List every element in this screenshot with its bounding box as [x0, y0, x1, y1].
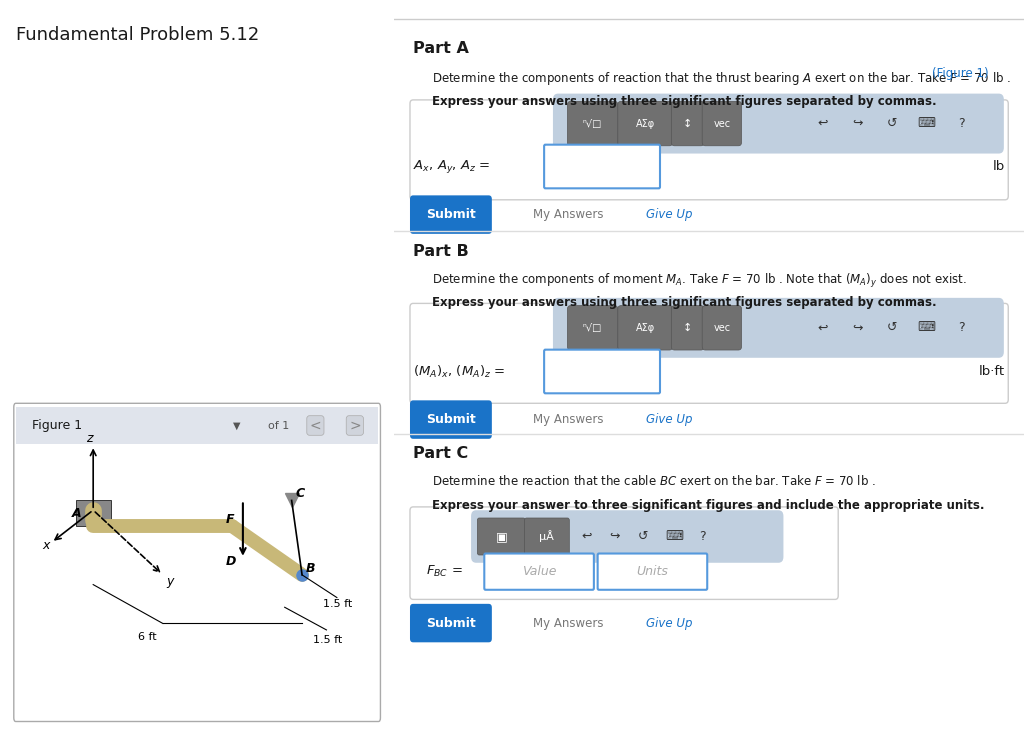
FancyBboxPatch shape	[553, 297, 1004, 357]
Text: Express your answer to three significant figures and include the appropriate uni: Express your answer to three significant…	[432, 499, 984, 512]
FancyBboxPatch shape	[672, 306, 705, 350]
FancyBboxPatch shape	[702, 306, 741, 350]
FancyBboxPatch shape	[617, 101, 673, 146]
Text: Part B: Part B	[413, 244, 469, 259]
Text: Value: Value	[522, 565, 556, 578]
FancyBboxPatch shape	[567, 101, 617, 146]
Text: Units: Units	[637, 565, 669, 578]
FancyBboxPatch shape	[410, 195, 492, 234]
Text: A: A	[73, 507, 82, 519]
Text: My Answers: My Answers	[532, 208, 603, 221]
Text: Determine the reaction that the cable $BC$ exert on the bar. Take $F$ = 70 lb .: Determine the reaction that the cable $B…	[432, 474, 876, 488]
Text: Submit: Submit	[426, 413, 476, 426]
Text: ↩: ↩	[817, 321, 827, 334]
Text: ↪: ↪	[609, 530, 620, 543]
Text: Submit: Submit	[426, 208, 476, 221]
FancyBboxPatch shape	[544, 350, 660, 394]
Text: $A_x$, $A_y$, $A_z$ =: $A_x$, $A_y$, $A_z$ =	[413, 158, 490, 175]
Text: ↩: ↩	[581, 530, 592, 543]
FancyBboxPatch shape	[553, 93, 1004, 154]
Text: ⌨: ⌨	[918, 117, 935, 130]
Text: $(M_A)_x$, $(M_A)_z$ =: $(M_A)_x$, $(M_A)_z$ =	[413, 363, 506, 380]
Text: ↩: ↩	[817, 117, 827, 130]
FancyBboxPatch shape	[484, 554, 594, 590]
FancyBboxPatch shape	[672, 101, 705, 146]
Text: ↺: ↺	[638, 530, 648, 543]
Text: vec: vec	[714, 323, 730, 333]
Text: Express your answers using three significant figures separated by commas.: Express your answers using three signifi…	[432, 296, 937, 309]
Text: μÅ: μÅ	[540, 531, 554, 542]
Text: >: >	[349, 419, 360, 432]
Text: D: D	[225, 555, 236, 568]
FancyBboxPatch shape	[544, 144, 660, 188]
FancyBboxPatch shape	[477, 518, 525, 555]
Text: F: F	[225, 513, 234, 526]
Text: ↕: ↕	[683, 118, 692, 129]
FancyBboxPatch shape	[471, 511, 783, 562]
Text: ↺: ↺	[887, 321, 897, 334]
FancyBboxPatch shape	[598, 554, 708, 590]
Text: B: B	[305, 562, 315, 575]
Text: AΣφ: AΣφ	[636, 118, 654, 129]
Text: ⌨: ⌨	[918, 321, 935, 334]
Text: y: y	[166, 574, 174, 588]
Text: Submit: Submit	[426, 616, 476, 630]
Text: Figure 1: Figure 1	[32, 419, 82, 432]
Text: AΣφ: AΣφ	[636, 323, 654, 333]
Text: $F_{BC}$ =: $F_{BC}$ =	[426, 564, 463, 579]
Text: Part C: Part C	[413, 446, 468, 461]
FancyBboxPatch shape	[702, 101, 741, 146]
Text: lb·ft: lb·ft	[979, 365, 1006, 378]
Text: 6 ft: 6 ft	[138, 632, 157, 642]
Text: ▣: ▣	[496, 530, 507, 543]
Text: 1.5 ft: 1.5 ft	[312, 635, 342, 645]
Text: ▼: ▼	[232, 420, 241, 431]
Text: ?: ?	[957, 321, 965, 334]
Text: Give Up: Give Up	[646, 208, 692, 221]
Text: ↪: ↪	[852, 321, 862, 334]
Text: z: z	[86, 432, 93, 445]
Text: of 1: of 1	[268, 420, 290, 431]
Text: ⁿ√□: ⁿ√□	[583, 118, 602, 129]
Text: ↕: ↕	[683, 323, 692, 333]
FancyBboxPatch shape	[13, 403, 381, 722]
Text: vec: vec	[714, 118, 730, 129]
FancyBboxPatch shape	[410, 400, 492, 439]
Text: 1.5 ft: 1.5 ft	[323, 599, 352, 609]
Text: C: C	[295, 487, 304, 500]
Text: Determine the components of reaction that the thrust bearing $A$ exert on the ba: Determine the components of reaction tha…	[432, 70, 1011, 87]
Text: ↺: ↺	[887, 117, 897, 130]
Text: ?: ?	[957, 117, 965, 130]
Bar	[15, 407, 379, 444]
FancyBboxPatch shape	[410, 100, 1009, 200]
Text: lb: lb	[993, 160, 1006, 173]
Text: ↪: ↪	[852, 117, 862, 130]
Text: x: x	[43, 539, 50, 552]
Text: Express your answers using three significant figures separated by commas.: Express your answers using three signifi…	[432, 95, 937, 108]
Text: Give Up: Give Up	[646, 616, 692, 630]
FancyBboxPatch shape	[410, 303, 1009, 403]
FancyBboxPatch shape	[617, 306, 673, 350]
Text: My Answers: My Answers	[532, 616, 603, 630]
FancyBboxPatch shape	[410, 604, 492, 642]
FancyBboxPatch shape	[524, 518, 569, 555]
Text: <: <	[309, 419, 322, 432]
Text: Fundamental Problem 5.12: Fundamental Problem 5.12	[15, 26, 259, 44]
Text: ⁿ√□: ⁿ√□	[583, 323, 602, 333]
Bar	[76, 500, 111, 526]
FancyBboxPatch shape	[410, 507, 839, 599]
Text: Give Up: Give Up	[646, 413, 692, 426]
Text: (Figure 1): (Figure 1)	[932, 67, 989, 81]
FancyBboxPatch shape	[567, 306, 617, 350]
Text: Part A: Part A	[413, 41, 469, 56]
Text: ⌨: ⌨	[666, 530, 683, 543]
Text: Determine the components of moment $M_A$. Take $F$ = 70 lb . Note that $(M_A)_y$: Determine the components of moment $M_A$…	[432, 272, 967, 290]
Text: ?: ?	[699, 530, 707, 543]
Text: My Answers: My Answers	[532, 413, 603, 426]
